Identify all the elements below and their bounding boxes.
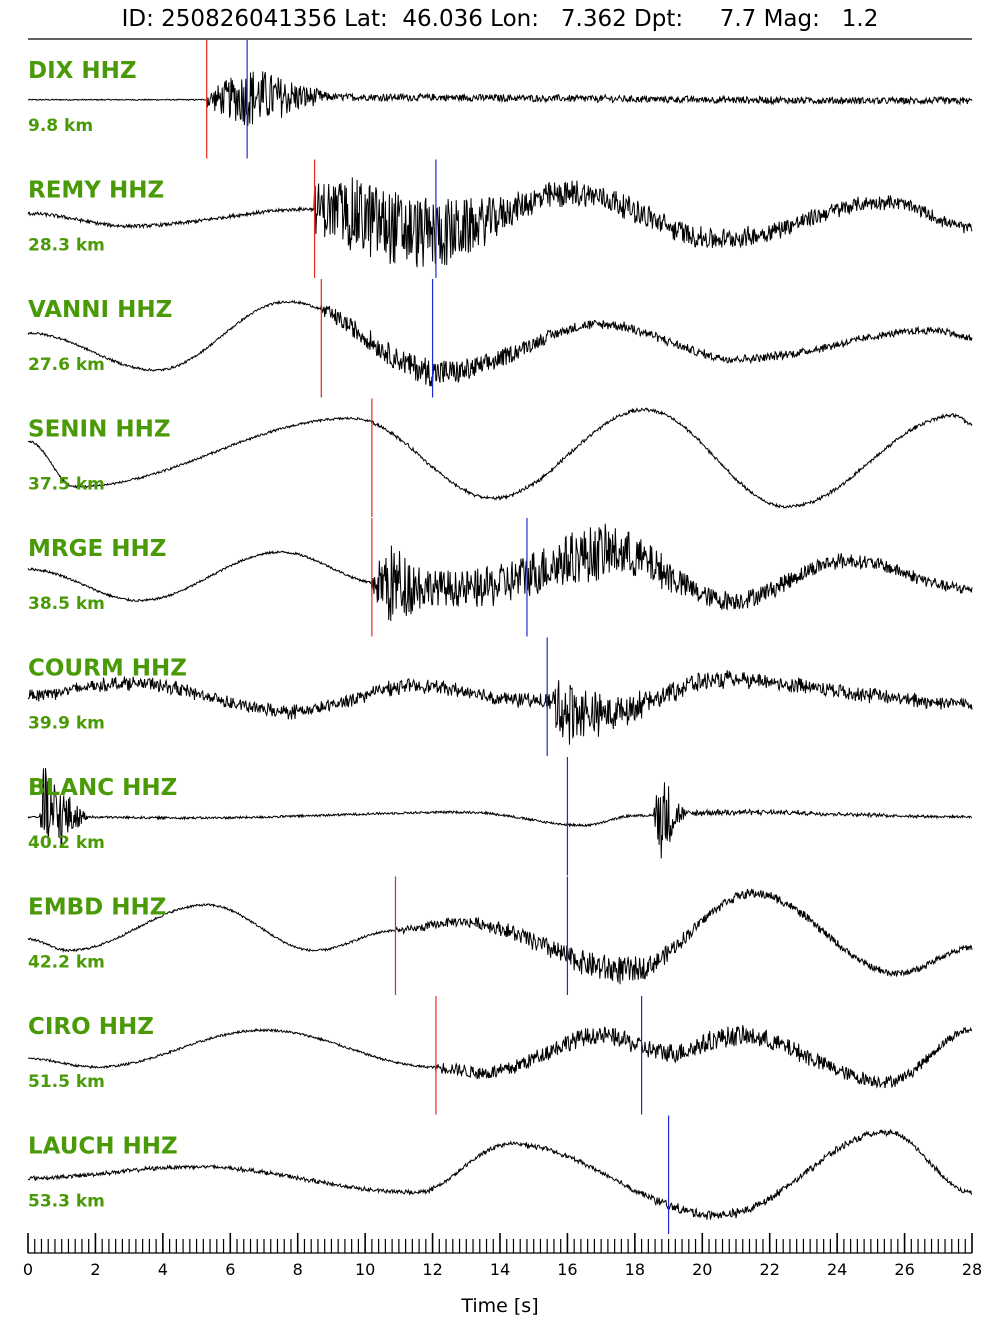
- x-tick-label: 18: [625, 1260, 645, 1279]
- station-label: LAUCH HHZ: [28, 1134, 178, 1160]
- waveform-line: [27, 523, 973, 622]
- station-label: EMBD HHZ: [28, 895, 166, 921]
- station-label: BLANC HHZ: [28, 775, 177, 801]
- x-axis-label: Time [s]: [460, 1295, 538, 1317]
- waveform-line: [27, 177, 973, 268]
- x-tick-label: 2: [90, 1260, 100, 1279]
- station-label: DIX HHZ: [28, 58, 137, 84]
- trace-row: MRGE HHZ 38.5 km: [27, 518, 973, 637]
- distance-label: 9.8 km: [28, 116, 93, 136]
- trace-panel: DIX HHZ 9.8 km REMY HHZ 28.3 km VANNI HHZ 27.…: [27, 40, 973, 1234]
- station-label: VANNI HHZ: [28, 297, 172, 323]
- distance-label: 27.6 km: [28, 355, 105, 375]
- x-tick-label: 24: [827, 1260, 847, 1279]
- distance-label: 51.5 km: [28, 1072, 105, 1092]
- station-label: COURM HHZ: [28, 656, 187, 682]
- distance-label: 28.3 km: [28, 236, 105, 256]
- trace-row: BLANC HHZ 40.2 km: [27, 757, 973, 876]
- x-tick-label: 14: [490, 1260, 510, 1279]
- x-tick-label: 6: [225, 1260, 235, 1279]
- distance-label: 42.2 km: [28, 953, 105, 973]
- distance-label: 37.5 km: [28, 475, 105, 495]
- waveform-line: [27, 767, 973, 859]
- x-tick-label: 26: [894, 1260, 914, 1279]
- waveform-line: [27, 888, 973, 985]
- distance-label: 40.2 km: [28, 833, 105, 853]
- station-label: MRGE HHZ: [28, 536, 166, 562]
- x-axis: 0 2 4 6 8 10 12 14 16 18 20 22 24 26 28: [23, 1233, 982, 1279]
- x-tick-label: 12: [422, 1260, 442, 1279]
- station-label: SENIN HHZ: [28, 417, 171, 443]
- trace-row: SENIN HHZ 37.5 km: [27, 398, 973, 517]
- x-tick-label: 4: [158, 1260, 168, 1279]
- trace-row: CIRO HHZ 51.5 km: [27, 996, 973, 1115]
- station-label: REMY HHZ: [28, 178, 164, 204]
- trace-row: REMY HHZ 28.3 km: [27, 159, 973, 278]
- chart-title: ID: 250826041356 Lat: 46.036 Lon: 7.362 …: [121, 6, 879, 32]
- trace-row: DIX HHZ 9.8 km: [27, 40, 973, 159]
- x-tick-label: 8: [293, 1260, 303, 1279]
- trace-row: EMBD HHZ 42.2 km: [27, 876, 973, 995]
- waveform-line: [27, 1128, 973, 1221]
- trace-row: VANNI HHZ 27.6 km: [27, 279, 973, 398]
- waveform-line: [27, 670, 973, 745]
- distance-label: 39.9 km: [28, 714, 105, 734]
- x-tick-label: 0: [23, 1260, 33, 1279]
- trace-row: COURM HHZ 39.9 km: [27, 637, 973, 756]
- waveform-line: [27, 71, 973, 126]
- distance-label: 38.5 km: [28, 594, 105, 614]
- x-tick-label: 16: [557, 1260, 577, 1279]
- x-tick-label: 20: [692, 1260, 712, 1279]
- x-tick-label: 10: [355, 1260, 375, 1279]
- distance-label: 53.3 km: [28, 1192, 105, 1212]
- waveform-line: [27, 1025, 973, 1089]
- waveform-line: [27, 407, 973, 509]
- trace-row: LAUCH HHZ 53.3 km: [27, 1115, 973, 1234]
- station-label: CIRO HHZ: [28, 1014, 154, 1040]
- waveform-line: [27, 299, 973, 387]
- x-tick-label: 28: [962, 1260, 982, 1279]
- x-tick-label: 22: [760, 1260, 780, 1279]
